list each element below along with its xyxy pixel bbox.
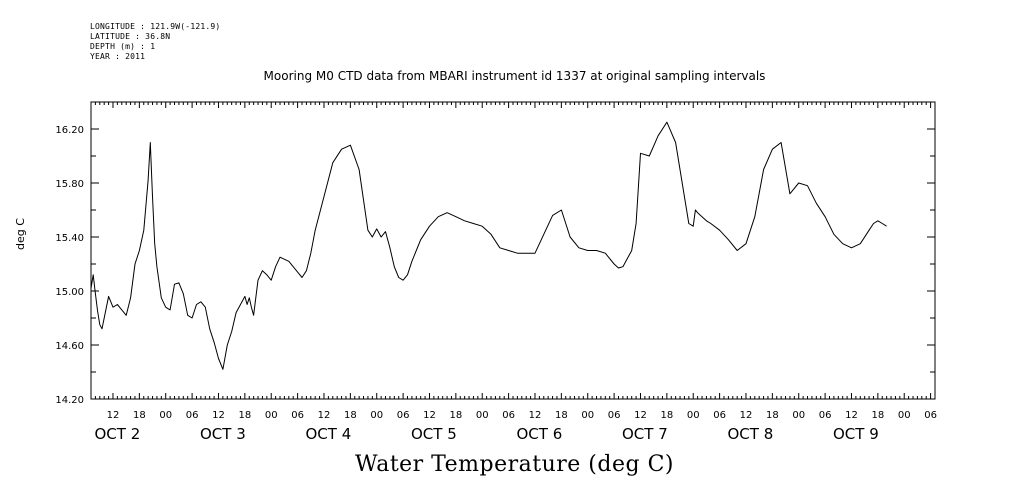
y-tick-label: 15.00 [55, 287, 84, 298]
date-label: OCT 9 [833, 425, 879, 443]
x-tick-label: 18 [766, 410, 779, 421]
x-tick-label: 00 [370, 410, 383, 421]
date-label: OCT 3 [200, 425, 246, 443]
x-tick-label: 18 [449, 410, 462, 421]
y-tick-label: 14.60 [55, 341, 84, 352]
x-tick-label: 12 [423, 410, 436, 421]
chart-title: Mooring M0 CTD data from MBARI instrumen… [263, 69, 766, 83]
x-tick-label: 00 [265, 410, 278, 421]
x-tick-label: 18 [660, 410, 673, 421]
x-tick-label: 12 [318, 410, 331, 421]
x-tick-label: 18 [238, 410, 251, 421]
x-tick-label: 06 [713, 410, 726, 421]
x-tick-label: 06 [186, 410, 199, 421]
x-tick-label: 18 [344, 410, 357, 421]
x-tick-label: 12 [740, 410, 753, 421]
x-axis-title: Water Temperature (deg C) [355, 452, 674, 477]
y-tick-label: 15.40 [55, 233, 84, 244]
x-tick-label: 18 [871, 410, 884, 421]
y-tick-label: 14.20 [55, 395, 84, 406]
x-tick-label: 12 [845, 410, 858, 421]
x-tick-label: 00 [898, 410, 911, 421]
date-label: OCT 5 [411, 425, 457, 443]
x-tick-label: 06 [924, 410, 937, 421]
date-label: OCT 4 [305, 425, 351, 443]
x-tick-label: 00 [792, 410, 805, 421]
x-tick-label: 12 [107, 410, 120, 421]
longitude-text: LONGITUDE : 121.9W(-121.9) [90, 22, 221, 31]
x-tick-label: 00 [581, 410, 594, 421]
metadata-block: LONGITUDE : 121.9W(-121.9) LATITUDE : 36… [90, 22, 220, 62]
x-tick-label: 18 [555, 410, 568, 421]
y-tick-label: 15.80 [55, 179, 84, 190]
x-tick-label: 06 [291, 410, 304, 421]
x-tick-label: 12 [634, 410, 647, 421]
date-label: OCT 8 [727, 425, 773, 443]
latitude-text: LATITUDE : 36.8N [90, 32, 171, 41]
year-text: YEAR : 2011 [90, 52, 146, 61]
date-label: OCT 2 [94, 425, 140, 443]
date-label: OCT 6 [516, 425, 562, 443]
depth-text: DEPTH (m) : 1 [90, 42, 156, 51]
x-tick-label: 18 [133, 410, 146, 421]
date-label: OCT 7 [622, 425, 668, 443]
x-tick-label: 00 [687, 410, 700, 421]
x-tick-label: 12 [529, 410, 542, 421]
x-tick-label: 06 [819, 410, 832, 421]
x-tick-label: 06 [608, 410, 621, 421]
temperature-line [90, 121, 887, 370]
x-tick-label: 00 [159, 410, 172, 421]
x-tick-label: 00 [476, 410, 489, 421]
x-tick-label: 12 [212, 410, 225, 421]
y-tick-label: 16.20 [55, 125, 84, 136]
x-tick-label: 06 [397, 410, 410, 421]
x-tick-label: 06 [502, 410, 515, 421]
